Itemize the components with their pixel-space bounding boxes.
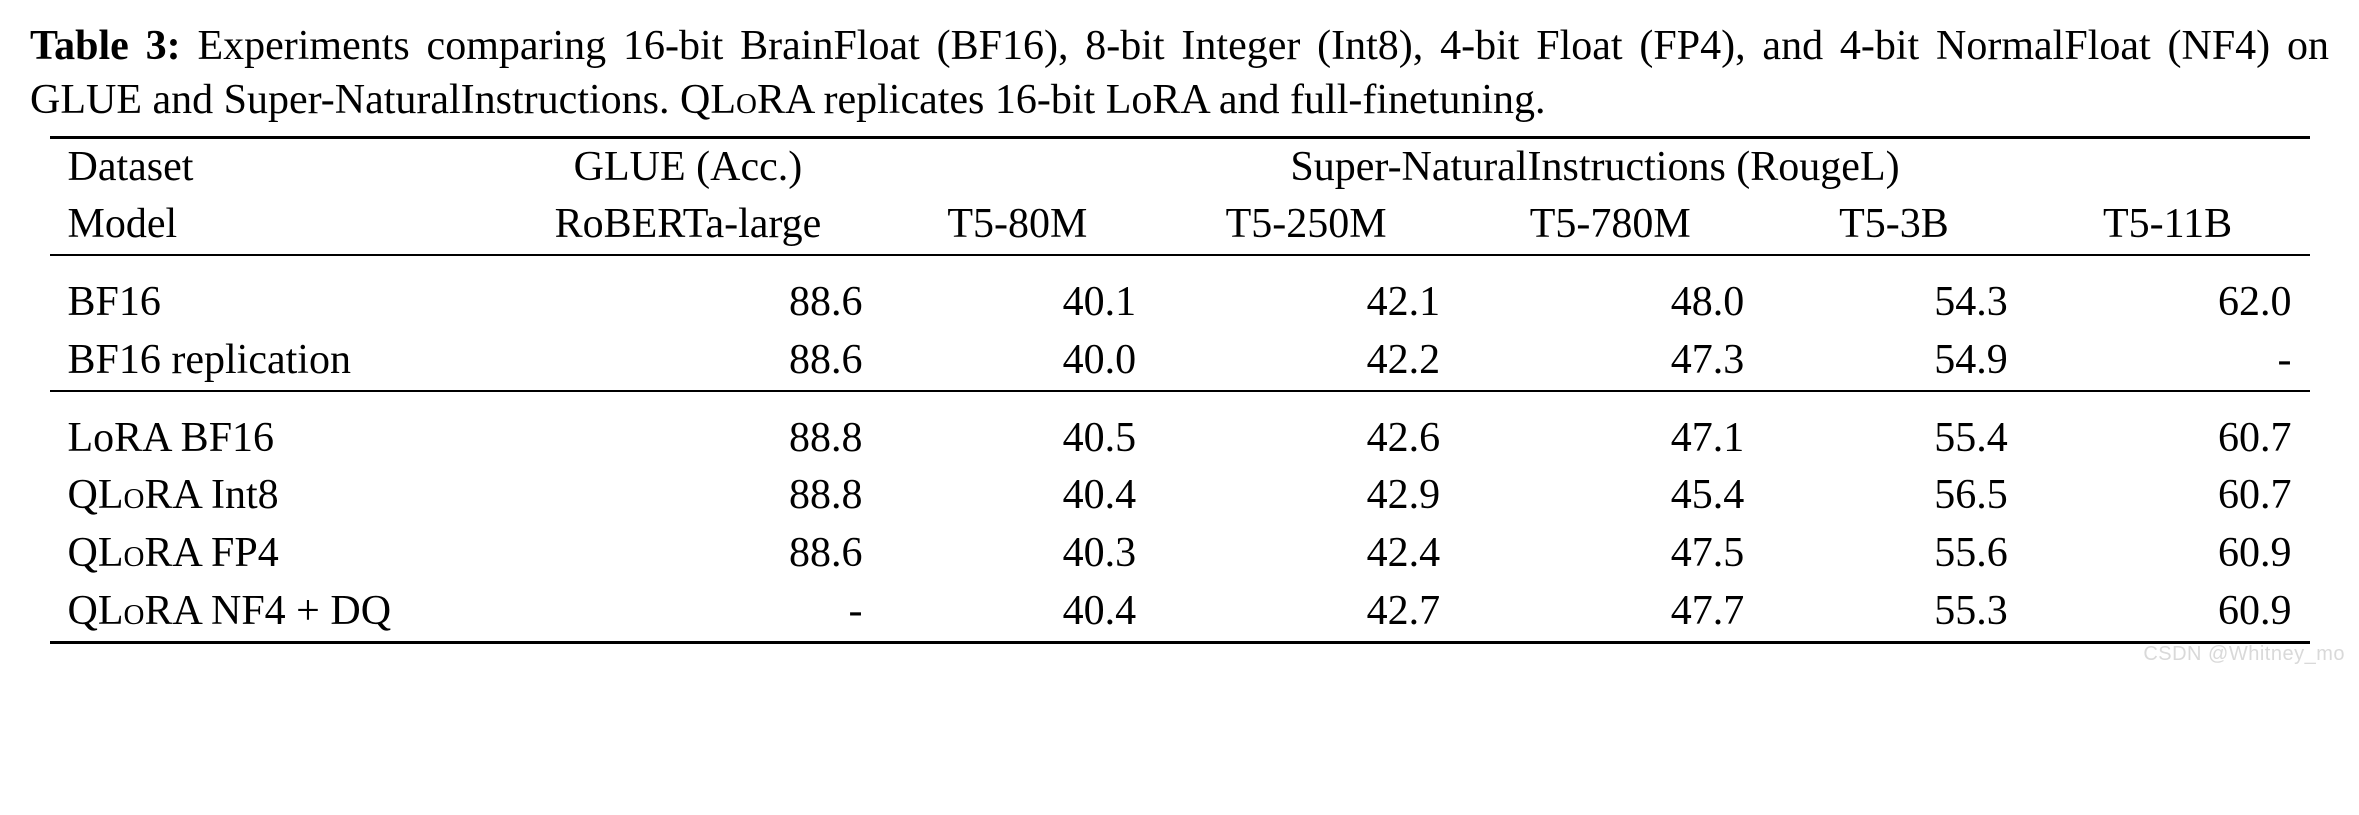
label-mid: RA: [144, 588, 200, 634]
cell: 45.4: [1458, 467, 1762, 525]
row-label: QLoRA NF4 + DQ: [50, 583, 496, 642]
cell: 60.7: [2026, 410, 2310, 468]
table-row: BF16 replication 88.6 40.0 42.2 47.3 54.…: [50, 332, 2310, 391]
cell: 88.6: [495, 332, 880, 391]
label-suffix: NF4 + DQ: [200, 588, 391, 634]
label-smallcaps: o: [124, 472, 145, 518]
label-prefix: QL: [68, 530, 124, 576]
cell: 42.7: [1154, 583, 1458, 642]
rule-after-header: [50, 255, 2310, 274]
cell: 60.7: [2026, 467, 2310, 525]
label-prefix: QL: [68, 472, 124, 518]
header-glue: GLUE (Acc.): [495, 137, 880, 196]
label-mid: RA: [144, 530, 200, 576]
qlora-prefix: QL: [680, 77, 736, 123]
label-suffix: FP4: [200, 530, 278, 576]
header-sni: Super-NaturalInstructions (RougeL): [881, 137, 2310, 196]
page-root: Table 3: Experiments comparing 16-bit Br…: [0, 0, 2359, 674]
col-t5-80m: T5-80M: [881, 196, 1155, 255]
cell: 40.4: [881, 467, 1155, 525]
cell: 60.9: [2026, 525, 2310, 583]
cell: 54.9: [1762, 332, 2025, 391]
watermark-text: CSDN @Whitney_mo: [2143, 642, 2345, 668]
cell: 55.6: [1762, 525, 2025, 583]
qlora-smallcaps: o: [736, 77, 757, 123]
header-row-2: Model RoBERTa-large T5-80M T5-250M T5-78…: [50, 196, 2310, 255]
caption-qlora: QLoRA: [680, 77, 813, 123]
table-row: LoRA BF16 88.8 40.5 42.6 47.1 55.4 60.7: [50, 410, 2310, 468]
col-t5-11b: T5-11B: [2026, 196, 2310, 255]
table-row: QLoRA Int8 88.8 40.4 42.9 45.4 56.5 60.7: [50, 467, 2310, 525]
cell: 55.4: [1762, 410, 2025, 468]
row-label: BF16: [50, 274, 496, 332]
row-label: LoRA BF16: [50, 410, 496, 468]
cell: 62.0: [2026, 274, 2310, 332]
cell: 40.4: [881, 583, 1155, 642]
cell: 55.3: [1762, 583, 2025, 642]
caption-label: Table 3:: [30, 23, 181, 69]
table-row: QLoRA NF4 + DQ - 40.4 42.7 47.7 55.3 60.…: [50, 583, 2310, 642]
label-prefix: QL: [68, 588, 124, 634]
cell: -: [495, 583, 880, 642]
cell: 42.6: [1154, 410, 1458, 468]
table-caption: Table 3: Experiments comparing 16-bit Br…: [30, 20, 2329, 128]
cell: 56.5: [1762, 467, 2025, 525]
cell: 42.4: [1154, 525, 1458, 583]
header-model: Model: [50, 196, 496, 255]
table-row: BF16 88.6 40.1 42.1 48.0 54.3 62.0: [50, 274, 2310, 332]
caption-text-2: replicates 16-bit LoRA and full-finetuni…: [813, 77, 1546, 123]
cell: 47.3: [1458, 332, 1762, 391]
rule-mid-groups: [50, 391, 2310, 410]
cell: 42.9: [1154, 467, 1458, 525]
cell: 42.2: [1154, 332, 1458, 391]
cell: 40.0: [881, 332, 1155, 391]
col-t5-3b: T5-3B: [1762, 196, 2025, 255]
col-roberta: RoBERTa-large: [495, 196, 880, 255]
label-mid: RA: [144, 472, 200, 518]
cell: 88.8: [495, 467, 880, 525]
cell: 40.3: [881, 525, 1155, 583]
col-t5-780m: T5-780M: [1458, 196, 1762, 255]
qlora-suffix: RA: [757, 77, 813, 123]
cell: -: [2026, 332, 2310, 391]
cell: 40.5: [881, 410, 1155, 468]
row-label: BF16 replication: [50, 332, 496, 391]
label-smallcaps: o: [124, 530, 145, 576]
row-label: QLoRA FP4: [50, 525, 496, 583]
cell: 42.1: [1154, 274, 1458, 332]
cell: 48.0: [1458, 274, 1762, 332]
cell: 88.6: [495, 525, 880, 583]
cell: 47.5: [1458, 525, 1762, 583]
header-dataset: Dataset: [50, 137, 496, 196]
label-suffix: Int8: [200, 472, 278, 518]
header-row-1: Dataset GLUE (Acc.) Super-NaturalInstruc…: [50, 137, 2310, 196]
cell: 47.1: [1458, 410, 1762, 468]
row-label: QLoRA Int8: [50, 467, 496, 525]
cell: 60.9: [2026, 583, 2310, 642]
col-t5-250m: T5-250M: [1154, 196, 1458, 255]
cell: 47.7: [1458, 583, 1762, 642]
cell: 40.1: [881, 274, 1155, 332]
cell: 54.3: [1762, 274, 2025, 332]
cell: 88.8: [495, 410, 880, 468]
cell: 88.6: [495, 274, 880, 332]
label-smallcaps: o: [124, 588, 145, 634]
results-table: Dataset GLUE (Acc.) Super-NaturalInstruc…: [50, 136, 2310, 644]
table-row: QLoRA FP4 88.6 40.3 42.4 47.5 55.6 60.9: [50, 525, 2310, 583]
